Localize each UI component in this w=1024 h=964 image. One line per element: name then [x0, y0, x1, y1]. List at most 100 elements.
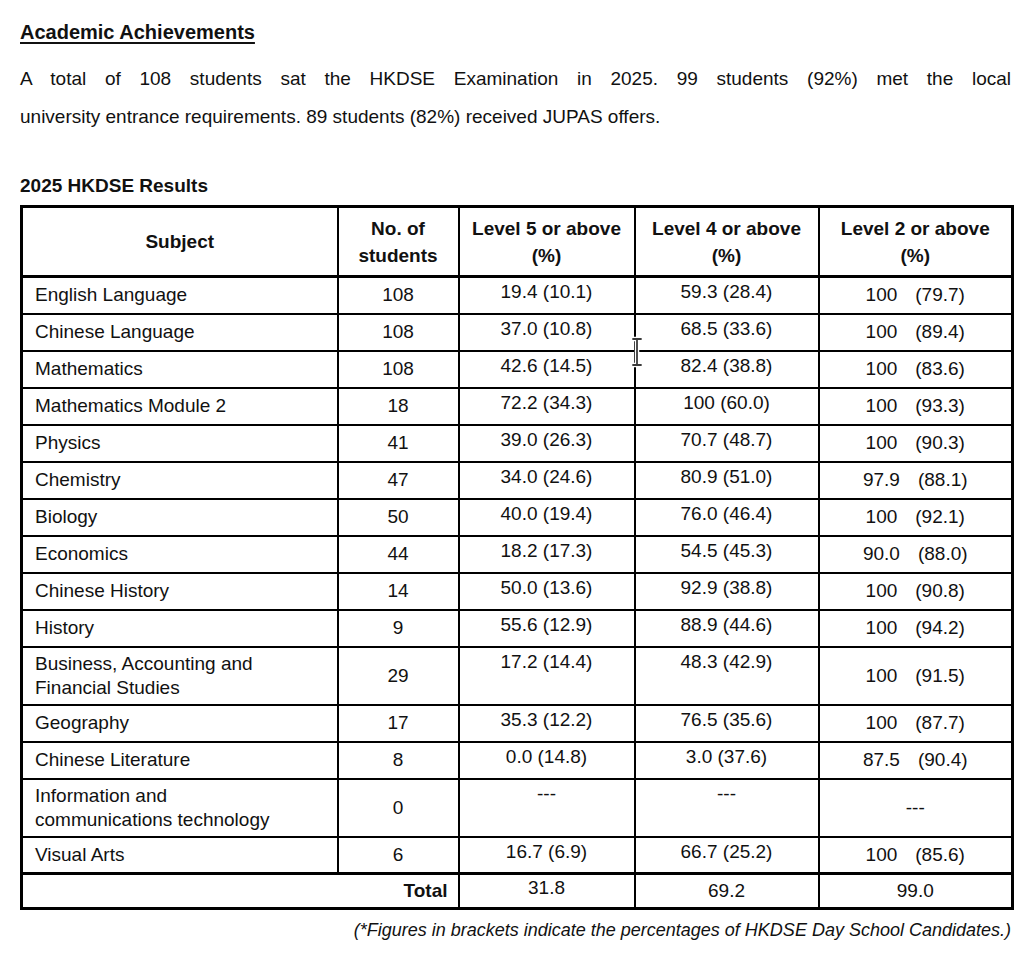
table-row: History 9 55.6 (12.9) 88.9 (44.6) 100 (9… — [22, 610, 1013, 647]
level2-bracket: (87.7) — [915, 712, 965, 734]
level2-bracket: (88.0) — [918, 543, 968, 565]
level2-bracket: (92.1) — [915, 506, 965, 528]
subject-cell: Mathematics — [22, 351, 338, 388]
level2-cell: 100 (90.3) — [819, 425, 1013, 462]
level2-value: 100 — [866, 844, 898, 866]
table-row: Geography 17 35.3 (12.2) 76.5 (35.6) 100… — [22, 705, 1013, 742]
level5-cell: 55.6 (12.9) — [459, 610, 635, 647]
column-header-level5: Level 5 or above (%) — [459, 207, 635, 277]
students-cell: 44 — [338, 536, 459, 573]
level2-value: --- — [906, 797, 925, 819]
level2-value: 100 — [866, 284, 898, 306]
level4-cell: 76.5 (35.6) — [635, 705, 819, 742]
level2-value: 100 — [866, 321, 898, 343]
level5-cell: 50.0 (13.6) — [459, 573, 635, 610]
level2-cell: 100 (91.5) — [819, 647, 1013, 705]
header-row: Subject No. of students Level 5 or above… — [22, 207, 1013, 277]
level2-cell: 100 (90.8) — [819, 573, 1013, 610]
level2-value: 90.0 — [863, 543, 900, 565]
table-row: Mathematics 108 42.6 (14.5) 82.4 (38.8) … — [22, 351, 1013, 388]
column-header-level2: Level 2 or above (%) — [819, 207, 1013, 277]
level4-cell: 59.3 (28.4) — [635, 277, 819, 314]
subject-cell: Information and communications technolog… — [22, 779, 338, 837]
subject-cell: History — [22, 610, 338, 647]
level2-cell: 100 (89.4) — [819, 314, 1013, 351]
level2-value: 87.5 — [863, 749, 900, 771]
level2-cell: --- — [819, 779, 1013, 837]
level2-cell: 100 (85.6) — [819, 837, 1013, 874]
level2-value: 100 — [866, 712, 898, 734]
level2-cell: 100 (93.3) — [819, 388, 1013, 425]
table-row: Chemistry 47 34.0 (24.6) 80.9 (51.0) 97.… — [22, 462, 1013, 499]
level2-bracket: (79.7) — [915, 284, 965, 306]
level2-value: 100 — [866, 432, 898, 454]
students-cell: 18 — [338, 388, 459, 425]
column-header-subject: Subject — [22, 207, 338, 277]
level4-cell: 70.7 (48.7) — [635, 425, 819, 462]
table-row: Information and communications technolog… — [22, 779, 1013, 837]
level2-cell: 90.0 (88.0) — [819, 536, 1013, 573]
students-cell: 0 — [338, 779, 459, 837]
level4-cell: 80.9 (51.0) — [635, 462, 819, 499]
subject-cell: Chemistry — [22, 462, 338, 499]
subject-cell: Economics — [22, 536, 338, 573]
level2-value: 100 — [866, 580, 898, 602]
level4-cell: 48.3 (42.9) — [635, 647, 819, 705]
level5-cell: 19.4 (10.1) — [459, 277, 635, 314]
level2-value: 100 — [866, 665, 898, 687]
results-table: Subject No. of students Level 5 or above… — [20, 205, 1014, 910]
students-cell: 9 — [338, 610, 459, 647]
footnote: (*Figures in brackets indicate the perce… — [20, 920, 1011, 941]
page-title: Academic Achievements — [20, 20, 1011, 44]
level2-cell: 87.5 (90.4) — [819, 742, 1013, 779]
level2-bracket: (90.8) — [915, 580, 965, 602]
subject-cell: Physics — [22, 425, 338, 462]
level2-cell: 100 (92.1) — [819, 499, 1013, 536]
level5-cell: 16.7 (6.9) — [459, 837, 635, 874]
level2-cell: 100 (79.7) — [819, 277, 1013, 314]
level2-bracket: (93.3) — [915, 395, 965, 417]
level5-cell: 37.0 (10.8) — [459, 314, 635, 351]
table-row: Biology 50 40.0 (19.4) 76.0 (46.4) 100 (… — [22, 499, 1013, 536]
column-header-level4: Level 4 or above (%) — [635, 207, 819, 277]
table-title: 2025 HKDSE Results — [20, 174, 1011, 198]
subject-cell: Business, Accounting and Financial Studi… — [22, 647, 338, 705]
level4-cell: 82.4 (38.8) — [635, 351, 819, 388]
level5-cell: --- — [459, 779, 635, 837]
level4-cell: 92.9 (38.8) — [635, 573, 819, 610]
level2-value: 100 — [866, 506, 898, 528]
level5-cell: 18.2 (17.3) — [459, 536, 635, 573]
total-level4-value: 69.2 — [635, 874, 819, 909]
level5-cell: 35.3 (12.2) — [459, 705, 635, 742]
document-page: Academic Achievements A total of 108 stu… — [20, 20, 1011, 941]
results-tbody: English Language 108 19.4 (10.1) 59.3 (2… — [22, 277, 1013, 874]
students-cell: 14 — [338, 573, 459, 610]
students-cell: 17 — [338, 705, 459, 742]
level5-cell: 40.0 (19.4) — [459, 499, 635, 536]
level2-bracket: (88.1) — [918, 469, 968, 491]
level4-cell: 66.7 (25.2) — [635, 837, 819, 874]
level5-cell: 17.2 (14.4) — [459, 647, 635, 705]
total-level2-value: 99.0 — [819, 874, 1013, 909]
total-label: Total — [22, 874, 459, 909]
table-row: Business, Accounting and Financial Studi… — [22, 647, 1013, 705]
level5-cell: 34.0 (24.6) — [459, 462, 635, 499]
subject-cell: Visual Arts — [22, 837, 338, 874]
subject-cell: Chinese Literature — [22, 742, 338, 779]
table-row: Economics 44 18.2 (17.3) 54.5 (45.3) 90.… — [22, 536, 1013, 573]
level2-cell: 100 (83.6) — [819, 351, 1013, 388]
level4-cell: 76.0 (46.4) — [635, 499, 819, 536]
level5-cell: 0.0 (14.8) — [459, 742, 635, 779]
table-row: Chinese History 14 50.0 (13.6) 92.9 (38.… — [22, 573, 1013, 610]
subject-cell: Chinese Language — [22, 314, 338, 351]
students-cell: 6 — [338, 837, 459, 874]
column-header-students: No. of students — [338, 207, 459, 277]
level5-cell: 72.2 (34.3) — [459, 388, 635, 425]
level2-bracket: (94.2) — [915, 617, 965, 639]
intro-line-1: A total of 108 students sat the HKDSE Ex… — [20, 60, 1011, 98]
students-cell: 8 — [338, 742, 459, 779]
level4-cell: 88.9 (44.6) — [635, 610, 819, 647]
table-row: Chinese Literature 8 0.0 (14.8) 3.0 (37.… — [22, 742, 1013, 779]
total-row: Total 31.8 69.2 99.0 — [22, 874, 1013, 909]
students-cell: 108 — [338, 351, 459, 388]
